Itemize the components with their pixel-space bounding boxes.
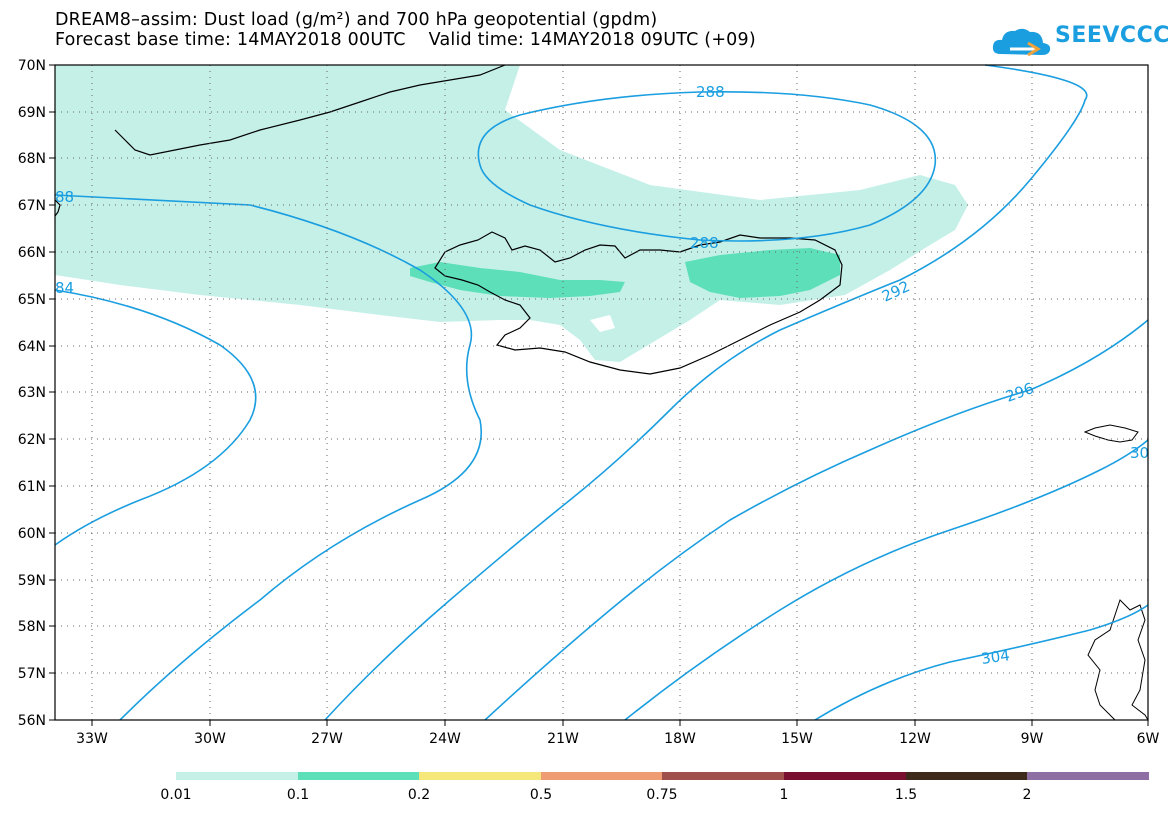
lat-label-65n: 65N	[18, 292, 46, 308]
greenland-east-coastline	[54, 199, 61, 217]
lat-label-58n: 58N	[18, 619, 46, 635]
scotland-coastline	[1087, 599, 1149, 721]
contour-label-288-top: 288	[696, 83, 725, 101]
contour-label-292: 292	[879, 277, 913, 305]
contour-300	[624, 439, 1149, 721]
contour-296	[484, 319, 1149, 721]
contour-288-west	[54, 194, 482, 721]
graticule	[55, 65, 1148, 720]
colorbar-label-0.2: 0.2	[408, 787, 430, 803]
lon-label-27w: 27W	[311, 731, 343, 747]
lon-label-21w: 21W	[547, 731, 579, 747]
seevccc-cloud-logo-icon	[992, 28, 1051, 57]
lat-label-64n: 64N	[18, 339, 46, 355]
lat-label-70n: 70N	[18, 58, 46, 74]
colorbar-segment-4	[541, 772, 662, 780]
lat-label-56n: 56N	[18, 713, 46, 729]
map-title: DREAM8–assim: Dust load (g/m²) and 700 h…	[55, 10, 658, 30]
lon-label-6w: 6W	[1137, 731, 1160, 747]
lon-label-30w: 30W	[194, 731, 226, 747]
dust-load-light-area	[55, 65, 968, 362]
lat-label-67n: 67N	[18, 198, 46, 214]
colorbar	[176, 772, 1149, 780]
contour-304	[814, 604, 1149, 721]
lat-label-66n: 66N	[18, 245, 46, 261]
lon-label-9w: 9W	[1021, 731, 1044, 747]
map-subtitle: Forecast base time: 14MAY2018 00UTC Vali…	[55, 30, 756, 50]
contour-label-288-edge: 88	[55, 188, 74, 206]
lat-label-59n: 59N	[18, 573, 46, 589]
lon-label-18w: 18W	[664, 731, 696, 747]
contour-label-300: 30	[1130, 444, 1149, 462]
colorbar-label-0.75: 0.75	[646, 787, 677, 803]
lat-label-68n: 68N	[18, 151, 46, 167]
lon-label-24w: 24W	[429, 731, 461, 747]
contour-label-304: 304	[980, 646, 1011, 668]
faroe-islands-coastline	[1083, 424, 1139, 443]
lon-label-15w: 15W	[781, 731, 813, 747]
logo-text: SEEVCCC	[1055, 23, 1170, 48]
lon-label-12w: 12W	[899, 731, 931, 747]
contour-label-284: 84	[55, 279, 74, 297]
contour-284	[54, 289, 257, 546]
lat-label-63n: 63N	[18, 385, 46, 401]
lon-label-33w: 33W	[76, 731, 108, 747]
dust-load-medium-area-west	[410, 262, 625, 298]
lat-label-57n: 57N	[18, 666, 46, 682]
lat-label-61n: 61N	[18, 479, 46, 495]
contour-292	[324, 64, 1088, 721]
colorbar-label-0.1: 0.1	[287, 787, 309, 803]
contour-label-288-mid: 288	[690, 234, 719, 252]
lat-label-62n: 62N	[18, 432, 46, 448]
colorbar-label-2: 2	[1023, 787, 1032, 803]
lat-label-69n: 69N	[18, 105, 46, 121]
colorbar-label-0.5: 0.5	[530, 787, 552, 803]
contour-288-north	[477, 90, 937, 242]
contour-label-296: 296	[1003, 379, 1036, 406]
colorbar-segment-7	[784, 772, 906, 780]
dust-gap	[590, 315, 615, 332]
dust-load-medium-area-east	[685, 248, 840, 298]
colorbar-segment-1	[176, 772, 298, 780]
lat-label-60n: 60N	[18, 526, 46, 542]
colorbar-label-1: 1	[780, 787, 789, 803]
colorbar-segment-2	[298, 772, 419, 780]
colorbar-segment-6	[662, 772, 784, 780]
colorbar-segment-9	[1027, 772, 1149, 780]
colorbar-label-0.01: 0.01	[160, 787, 191, 803]
colorbar-segment-8	[906, 772, 1027, 780]
colorbar-segment-3	[419, 772, 541, 780]
colorbar-label-1.5: 1.5	[895, 787, 917, 803]
greenland-coastline	[114, 64, 506, 156]
iceland-coastline	[434, 231, 843, 375]
